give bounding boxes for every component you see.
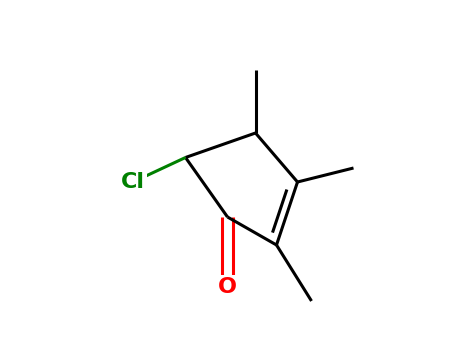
Text: Cl: Cl [121,172,145,192]
Text: O: O [218,277,237,297]
